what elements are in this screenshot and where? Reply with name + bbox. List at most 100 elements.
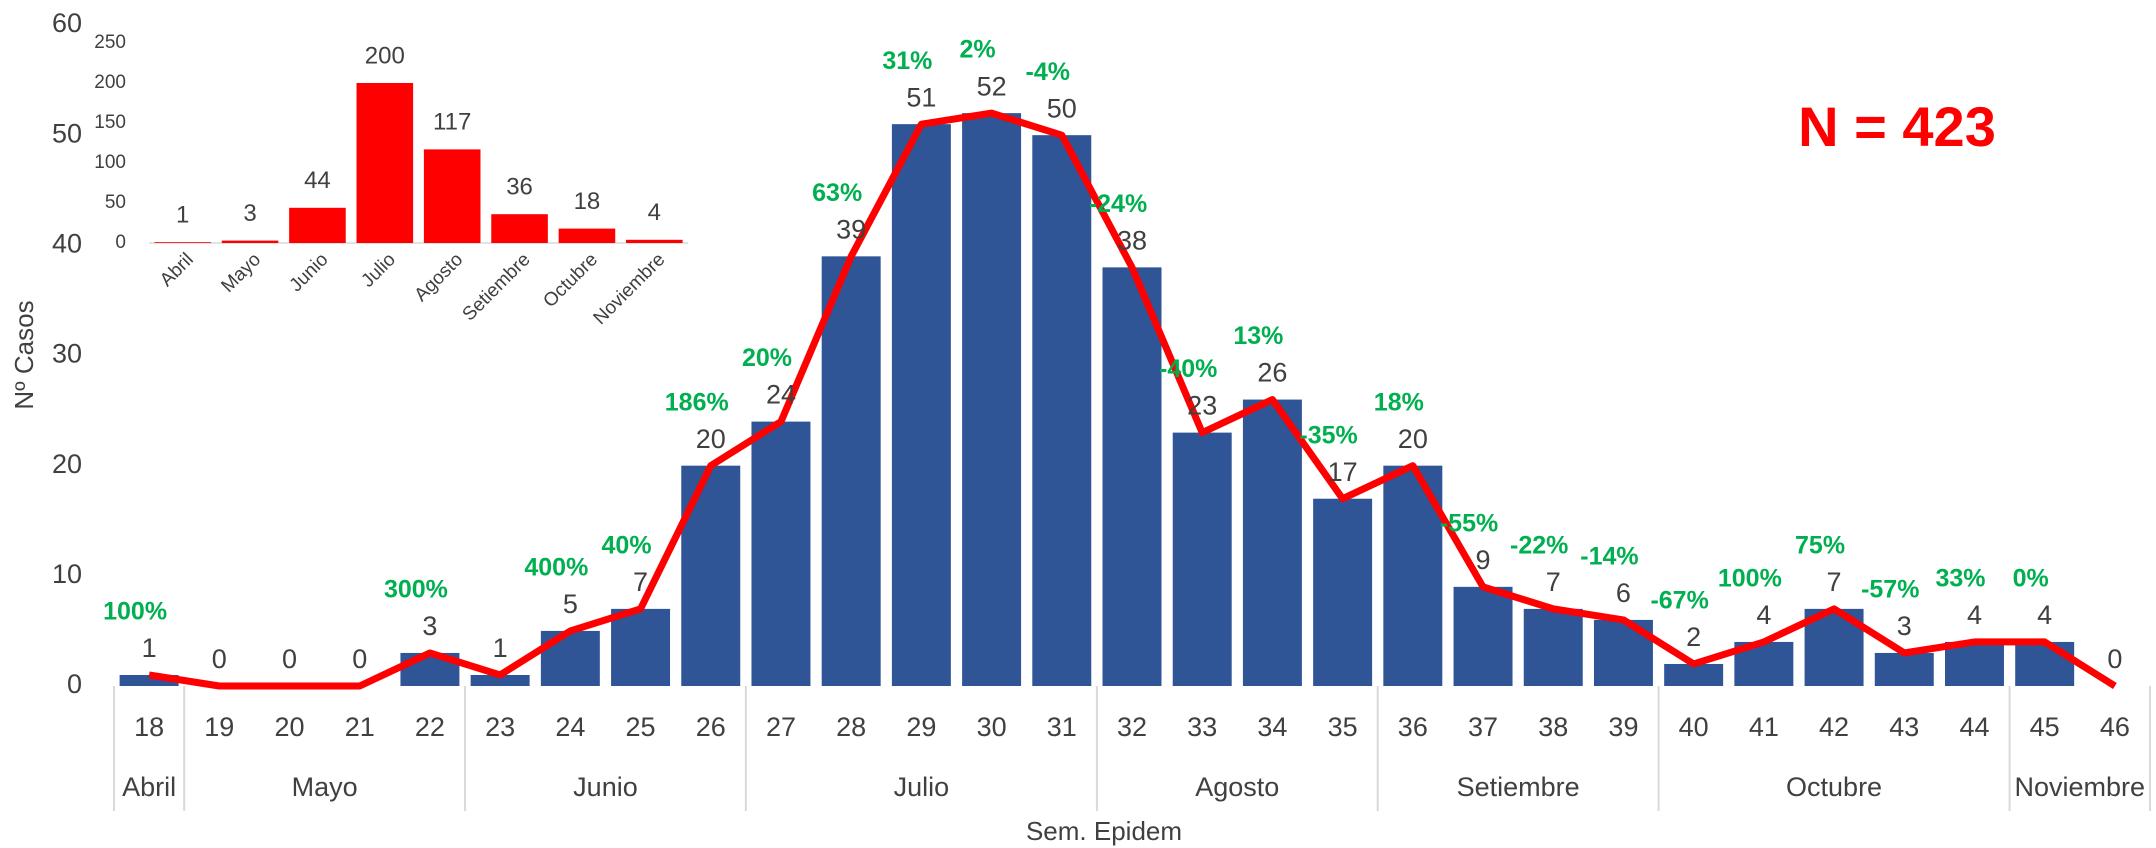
x-tick-label: 22 xyxy=(415,712,445,742)
y-tick-label: 60 xyxy=(52,8,82,38)
pct-label: 100% xyxy=(103,598,167,626)
group-label: Noviembre xyxy=(2015,772,2146,802)
x-tick-label: 26 xyxy=(696,712,726,742)
inset-bar xyxy=(626,239,683,243)
x-tick-label: 27 xyxy=(766,712,796,742)
inset-bar xyxy=(356,83,414,243)
x-tick-label: 40 xyxy=(1679,712,1709,742)
x-tick-label: 31 xyxy=(1047,712,1077,742)
y-tick-label: 50 xyxy=(52,118,82,148)
x-tick-label: 32 xyxy=(1117,712,1147,742)
bar xyxy=(962,113,1022,687)
inset-data-label: 3 xyxy=(243,200,256,227)
inset-x-tick-label: Mayo xyxy=(217,249,265,297)
line xyxy=(148,109,2117,690)
x-tick-label: 35 xyxy=(1328,712,1358,742)
x-tick-label: 36 xyxy=(1398,712,1428,742)
pct-label: -4% xyxy=(1026,58,1070,86)
data-label: 1 xyxy=(142,633,157,663)
x-axis-label: Sem. Epidem xyxy=(1026,816,1182,846)
data-label: 0 xyxy=(2107,644,2122,674)
data-label: 4 xyxy=(1756,600,1771,630)
inset-x-tick-label: Setiembre xyxy=(459,249,535,325)
inset-data-label: 1 xyxy=(176,202,189,229)
pct-label: -55% xyxy=(1440,509,1498,537)
data-label: 4 xyxy=(1967,600,1982,630)
data-label: 0 xyxy=(212,644,227,674)
inset-x-tick-label: Octubre xyxy=(539,249,602,312)
x-tick-label: 21 xyxy=(345,712,375,742)
bar xyxy=(540,630,600,686)
data-label: 20 xyxy=(696,424,726,454)
pct-label: -14% xyxy=(1580,543,1638,571)
bar xyxy=(1664,663,1724,686)
pct-label: 20% xyxy=(742,344,792,372)
x-tick-label: 34 xyxy=(1257,712,1287,742)
data-label: 7 xyxy=(1827,567,1842,597)
bar xyxy=(681,465,741,686)
pct-label: -24% xyxy=(1089,190,1147,218)
x-tick-label: 25 xyxy=(626,712,656,742)
group-label: Agosto xyxy=(1195,772,1279,802)
inset-data-label: 117 xyxy=(433,109,471,136)
inset-x-tick-label: Agosto xyxy=(411,249,468,306)
group-label: Julio xyxy=(894,772,950,802)
data-label: 24 xyxy=(766,380,796,410)
pct-label: 0% xyxy=(2013,565,2049,593)
x-tick-label: 19 xyxy=(204,712,234,742)
pct-label: -35% xyxy=(1299,421,1357,449)
inset-data-label: 36 xyxy=(506,174,533,201)
pct-label: 300% xyxy=(384,576,448,604)
inset-bar xyxy=(221,240,279,243)
y-tick-label: 0 xyxy=(67,669,82,699)
x-tick-label: 46 xyxy=(2100,712,2130,742)
x-tick-label: 38 xyxy=(1538,712,1568,742)
pct-label: -40% xyxy=(1159,355,1217,383)
inset-bar xyxy=(558,228,616,243)
x-tick-label: 28 xyxy=(836,712,866,742)
inset-x-tick-label: Julio xyxy=(357,249,399,291)
bar xyxy=(1453,586,1513,686)
data-label: 26 xyxy=(1257,358,1287,388)
data-label: 50 xyxy=(1047,93,1077,123)
pct-label: 18% xyxy=(1374,388,1424,416)
data-label: 0 xyxy=(352,644,367,674)
pct-label: 31% xyxy=(882,47,932,75)
bar xyxy=(891,124,951,686)
annotation: N = 423 xyxy=(1798,95,1996,158)
inset-y-tick-label: 100 xyxy=(94,152,126,173)
bar xyxy=(119,674,179,686)
data-label: 23 xyxy=(1187,391,1217,421)
x-tick-label: 30 xyxy=(977,712,1007,742)
pct-label: -22% xyxy=(1510,531,1568,559)
bar xyxy=(821,256,881,686)
x-tick-label: 41 xyxy=(1749,712,1779,742)
data-label: 6 xyxy=(1616,578,1631,608)
bar xyxy=(1032,135,1092,686)
bar xyxy=(1313,498,1373,686)
bar xyxy=(470,674,530,686)
y-tick-label: 40 xyxy=(52,228,82,258)
inset-x-tick-label: Junio xyxy=(286,249,333,296)
x-tick-label: 20 xyxy=(274,712,304,742)
inset-bar xyxy=(423,149,481,243)
inset-x-tick-label: Abril xyxy=(156,249,198,291)
inset-bar xyxy=(154,242,211,243)
data-label: 2 xyxy=(1686,622,1701,652)
pct-label: -57% xyxy=(1861,576,1919,604)
inset-data-label: 44 xyxy=(304,167,331,194)
bar xyxy=(1944,641,2004,686)
x-tick-label: 42 xyxy=(1819,712,1849,742)
pct-label: -67% xyxy=(1650,587,1708,615)
data-label: 3 xyxy=(1897,611,1912,641)
x-tick-label: 18 xyxy=(134,712,164,742)
group-label: Mayo xyxy=(292,772,358,802)
y-tick-label: 10 xyxy=(52,559,82,589)
pct-label: 400% xyxy=(524,554,588,582)
data-label: 9 xyxy=(1476,545,1491,575)
pct-label: 75% xyxy=(1795,531,1845,559)
bar xyxy=(1523,608,1583,686)
x-tick-label: 43 xyxy=(1889,712,1919,742)
pct-label: 63% xyxy=(812,179,862,207)
x-tick-label: 44 xyxy=(1959,712,1989,742)
